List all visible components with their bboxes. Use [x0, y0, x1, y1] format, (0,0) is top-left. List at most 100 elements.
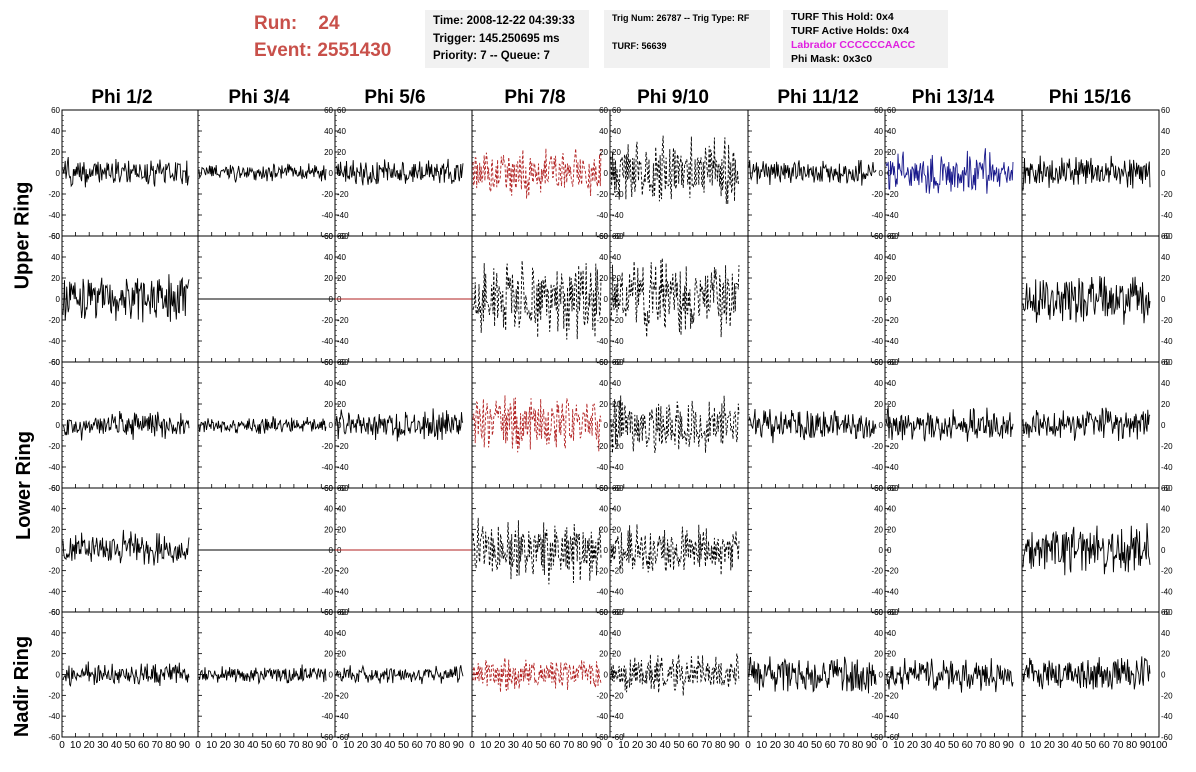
x-axis-label-c4-70: 70 — [701, 740, 713, 751]
waveform-r2c4 — [610, 395, 740, 454]
x-axis-label-c6-30: 30 — [921, 740, 933, 751]
y-tick-label-r3c1--20: -20 — [337, 567, 349, 576]
y-tick-label-r4c5-0: 0 — [887, 671, 892, 680]
y-tick-label-r1c3--40: -40 — [612, 337, 624, 346]
y-tick-label-r4c4--40: -40 — [596, 712, 608, 721]
y-tick-label-r2c4-20: 20 — [599, 400, 608, 409]
column-header-phi-7-8: Phi 7/8 — [504, 87, 566, 108]
y-tick-label-r2c5--20: -20 — [887, 442, 899, 451]
y-tick-label-r3c3--40: -40 — [612, 587, 624, 596]
x-axis-label-c0-80: 80 — [165, 740, 177, 751]
x-axis-label-c4-10: 10 — [618, 740, 630, 751]
y-tick-label-r0c1-20: 20 — [337, 148, 346, 157]
panel-frame-r4c6 — [884, 611, 1023, 738]
x-axis-label-c3-50: 50 — [535, 740, 547, 751]
column-header-phi-3-4: Phi 3/4 — [228, 87, 290, 108]
y-tick-label-r1c1-20: 20 — [337, 274, 346, 283]
y-tick-label-r4c7-40: 40 — [1161, 629, 1170, 638]
y-tick-label-r4c3-0: 0 — [612, 671, 617, 680]
x-axis-label-c7-30: 30 — [1058, 740, 1070, 751]
x-axis-label-c5-50: 50 — [811, 740, 823, 751]
y-tick-label-r3c5--20: -20 — [887, 567, 899, 576]
x-axis-label-c0-10: 10 — [70, 740, 82, 751]
y-tick-label-r1c3--20: -20 — [612, 316, 624, 325]
y-tick-label-r0c3-40: 40 — [612, 127, 621, 136]
y-tick-label-r2c7-0: 0 — [1161, 421, 1166, 430]
y-tick-label-r1c5-40: 40 — [887, 253, 896, 262]
y-tick-label-r3c6-60: 60 — [874, 484, 883, 493]
x-axis-label-c4-20: 20 — [632, 740, 644, 751]
y-tick-label-r3c1--40: -40 — [337, 587, 349, 596]
waveform-r0c2 — [335, 158, 464, 186]
y-tick-label-r3c5-0: 0 — [887, 546, 892, 555]
y-tick-label-r0c5-20: 20 — [887, 148, 896, 157]
y-tick-label-r1c6-40: 40 — [874, 253, 883, 262]
x-axis-label-c1-10: 10 — [206, 740, 218, 751]
x-axis-label-c7-80: 80 — [1126, 740, 1138, 751]
y-tick-label-r3c7--40: -40 — [1161, 587, 1173, 596]
y-tick-label-r4c2-60: 60 — [324, 608, 333, 617]
x-axis-label-c1-50: 50 — [261, 740, 273, 751]
y-tick-label-r3c4-60: 60 — [599, 484, 608, 493]
y-tick-label-r1c5-20: 20 — [887, 274, 896, 283]
y-tick-label-r2c6--20: -20 — [871, 442, 883, 451]
y-tick-label-r2c6-40: 40 — [874, 379, 883, 388]
panel-frame-r1c6 — [884, 235, 1023, 363]
y-tick-label-r3c6-20: 20 — [874, 525, 883, 534]
y-tick-label-r1c2-40: 40 — [324, 253, 333, 262]
y-tick-label-r1c0-20: 20 — [51, 274, 60, 283]
y-tick-label-r1c0--40: -40 — [48, 337, 60, 346]
y-tick-label-r1c0-60: 60 — [51, 232, 60, 241]
waveform-r1c4 — [610, 257, 740, 338]
waveform-r3c3 — [472, 517, 602, 585]
y-tick-label-r0c6--40: -40 — [871, 211, 883, 220]
y-tick-label-r4c6-40: 40 — [874, 629, 883, 638]
x-axis-label-c2-10: 10 — [343, 740, 355, 751]
y-tick-label-r1c6--20: -20 — [871, 316, 883, 325]
y-tick-label-r4c4--20: -20 — [596, 691, 608, 700]
y-tick-label-r3c0-0: 0 — [56, 546, 61, 555]
labrador-text: Labrador CCCCCCAACC — [791, 39, 916, 51]
y-tick-label-r2c7-60: 60 — [1161, 358, 1170, 367]
y-tick-label-r0c3-20: 20 — [612, 148, 621, 157]
trig-info-box: Trig Num: 26787 -- Trig Type: RF TURF: 5… — [604, 10, 770, 68]
y-tick-label-r2c0-20: 20 — [51, 400, 60, 409]
y-tick-label-r1c4--40: -40 — [596, 337, 608, 346]
x-axis-label-c6-0: 0 — [882, 740, 888, 751]
y-tick-label-r2c2--20: -20 — [321, 442, 333, 451]
y-tick-label-r4c0--60: -60 — [48, 733, 60, 742]
y-tick-label-r3c7-60: 60 — [1161, 484, 1170, 493]
y-tick-label-r2c4-60: 60 — [599, 358, 608, 367]
y-tick-label-r3c4--20: -20 — [596, 567, 608, 576]
x-axis-label-c0-50: 50 — [124, 740, 136, 751]
y-tick-label-r3c4-0: 0 — [604, 546, 609, 555]
x-axis-label-c0-40: 40 — [111, 740, 123, 751]
y-tick-label-r4c7--20: -20 — [1161, 691, 1173, 700]
column-header-phi-13-14: Phi 13/14 — [911, 87, 995, 108]
y-tick-label-r0c1--20: -20 — [337, 190, 349, 199]
waveform-r4c6 — [885, 657, 1014, 693]
waveform-r2c2 — [335, 408, 464, 442]
x-axis-label-c0-90: 90 — [179, 740, 191, 751]
y-tick-label-r0c0-40: 40 — [51, 127, 60, 136]
y-tick-label-r2c7--40: -40 — [1161, 463, 1173, 472]
y-tick-label-r3c3-20: 20 — [612, 525, 621, 534]
y-tick-label-r0c0--60: -60 — [48, 232, 60, 241]
waveform-r4c3 — [472, 657, 602, 693]
x-axis-label-c2-60: 60 — [412, 740, 424, 751]
y-tick-label-r4c6-20: 20 — [874, 650, 883, 659]
y-tick-label-r1c2--20: -20 — [321, 316, 333, 325]
y-tick-label-r1c3-40: 40 — [612, 253, 621, 262]
y-tick-label-r1c0-0: 0 — [56, 295, 61, 304]
waveform-r1c0 — [62, 274, 190, 323]
waveform-r1c7 — [1022, 275, 1151, 325]
x-axis-label-c3-40: 40 — [522, 740, 534, 751]
y-tick-label-r1c0--20: -20 — [48, 316, 60, 325]
y-tick-label-r1c2-60: 60 — [324, 232, 333, 241]
turf-info-box: TURF This Hold: 0x4 TURF Active Holds: 0… — [783, 10, 948, 68]
y-tick-label-r3c6--40: -40 — [871, 587, 883, 596]
y-tick-label-r0c4-40: 40 — [599, 127, 608, 136]
y-tick-label-r0c0-20: 20 — [51, 148, 60, 157]
x-axis-label-c6-50: 50 — [948, 740, 960, 751]
x-axis-label-c1-80: 80 — [302, 740, 314, 751]
